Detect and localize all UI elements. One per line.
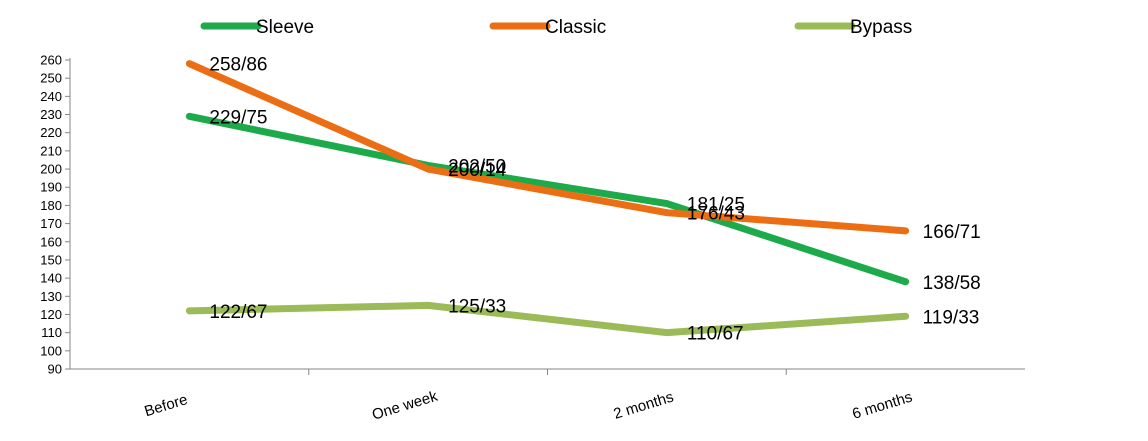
- x-tick-label: One week: [370, 388, 440, 424]
- data-label: 122/67: [209, 302, 267, 323]
- y-tick-label: 230: [40, 107, 62, 122]
- series-line-bypass: [185, 301, 910, 337]
- y-tick-label: 140: [40, 271, 62, 286]
- data-label: 176/43: [687, 204, 745, 225]
- y-tick-label: 160: [40, 234, 62, 249]
- y-tick-label: 190: [40, 180, 62, 195]
- data-label: 110/67: [687, 324, 744, 345]
- y-tick-label: 110: [41, 325, 62, 340]
- data-label: 166/71: [923, 222, 981, 243]
- data-label: 125/33: [448, 296, 506, 317]
- data-labels: 229/75 202/50 181/25 138/58 258/86 200/14 176/…: [209, 55, 980, 345]
- legend-label: Bypass: [850, 17, 912, 38]
- data-label: 202/50: [448, 156, 506, 177]
- axes: 90 100 110 120 130 140 150 160 170 180 190 200 210 22…: [40, 53, 1025, 424]
- legend-label: Sleeve: [256, 17, 314, 38]
- y-tick-label: 150: [40, 252, 62, 267]
- data-label: 229/75: [209, 107, 267, 128]
- y-tick-label: 210: [40, 143, 62, 158]
- x-tick-label: 2 months: [612, 389, 676, 423]
- data-label: 119/33: [923, 307, 980, 328]
- series-line-classic: [185, 60, 910, 235]
- y-tick-label: 250: [40, 71, 62, 86]
- data-label: 200/14: [448, 160, 507, 181]
- data-label: 138/58: [923, 273, 981, 294]
- y-tick-label: 260: [40, 53, 62, 68]
- y-tick-label: 100: [40, 343, 62, 358]
- series-line-sleeve: [185, 112, 910, 286]
- y-tick-label: 180: [40, 198, 62, 213]
- data-label: 181/25: [687, 195, 745, 216]
- legend: Sleeve Classic Bypass: [200, 17, 912, 38]
- y-tick-label: 240: [40, 89, 62, 104]
- series-lines: [185, 60, 910, 337]
- y-tick-label: 130: [40, 289, 62, 304]
- y-tick-label: 90: [48, 362, 62, 377]
- legend-label: Classic: [545, 17, 606, 38]
- y-tick-label: 170: [40, 216, 62, 231]
- y-tick-label: 120: [40, 307, 62, 322]
- x-tick-label: Before: [142, 391, 189, 420]
- x-tick-label: 6 months: [850, 389, 914, 423]
- data-label: 258/86: [209, 55, 267, 76]
- y-tick-label: 220: [40, 125, 62, 140]
- y-tick-label: 200: [40, 162, 62, 177]
